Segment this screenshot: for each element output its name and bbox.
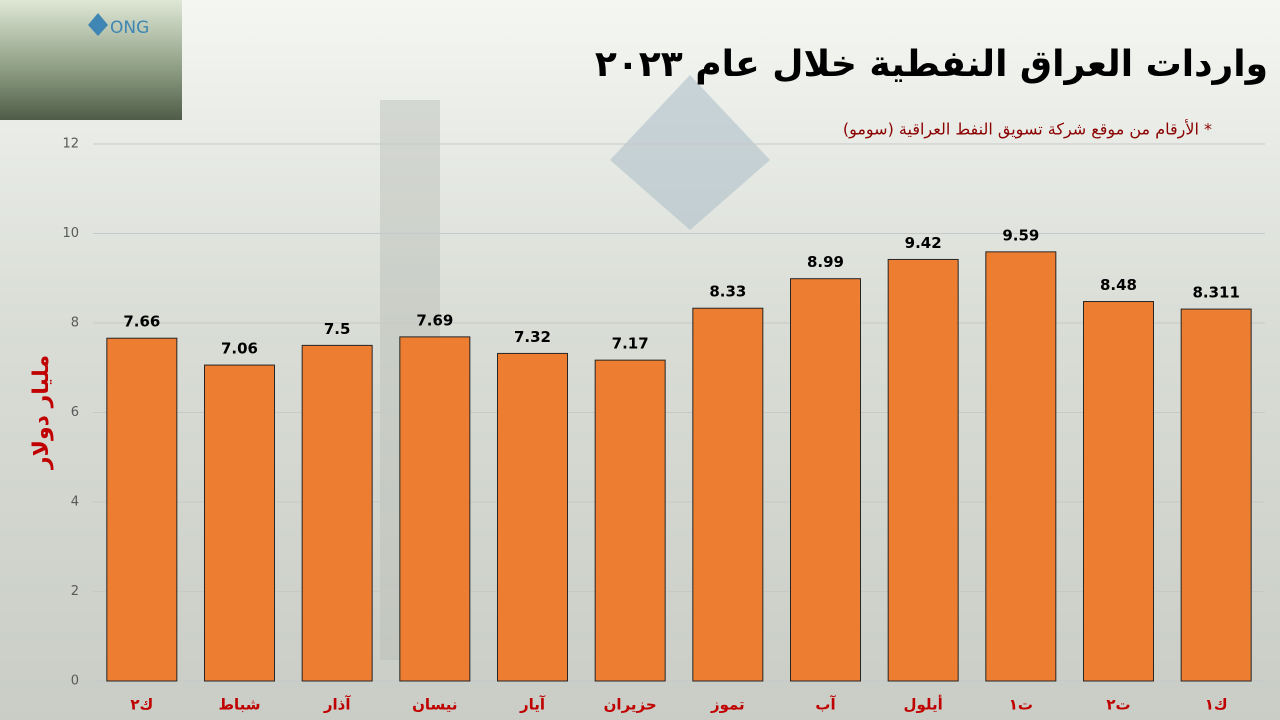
bar — [790, 278, 861, 682]
x-tick-label: تموز — [710, 696, 745, 714]
data-label: 8.99 — [807, 253, 844, 271]
bar — [1083, 301, 1154, 682]
bar — [497, 352, 568, 682]
data-label: 7.69 — [416, 311, 453, 329]
x-tick-label: نيسان — [412, 696, 457, 714]
logo-shape — [88, 13, 108, 36]
watermark-shape — [610, 75, 770, 230]
x-tick-label: حزيران — [604, 696, 657, 714]
y-tick-label: 10 — [62, 226, 79, 241]
bar — [692, 307, 764, 682]
bar — [301, 344, 373, 682]
x-tick-label: آيار — [519, 696, 546, 714]
data-label: 7.32 — [514, 328, 551, 346]
chart-subtitle: * الأرقام من موقع شركة تسويق النفط العرا… — [843, 119, 1212, 140]
data-label: 9.42 — [905, 234, 942, 252]
x-tick-label: ك٢ — [130, 696, 153, 714]
data-label: 7.66 — [123, 313, 160, 331]
bar — [399, 336, 471, 682]
data-label: 8.48 — [1100, 276, 1137, 294]
y-tick-label: 0 — [71, 674, 79, 689]
y-tick-label: 8 — [71, 316, 79, 331]
x-tick-label: أيلول — [904, 695, 943, 714]
data-label: 7.06 — [221, 340, 258, 358]
logo-box — [0, 0, 182, 120]
x-tick-label: ك١ — [1205, 696, 1228, 714]
x-tick-label: ت١ — [1009, 696, 1033, 714]
y-tick-label: 4 — [71, 495, 79, 510]
bar — [106, 337, 178, 682]
y-tick-label: 6 — [71, 405, 79, 420]
data-label: 8.311 — [1192, 284, 1239, 302]
x-tick-label: آذار — [323, 696, 351, 714]
bar — [1180, 308, 1252, 682]
data-label: 7.5 — [324, 320, 351, 338]
data-label: 8.33 — [709, 283, 746, 301]
bar — [985, 251, 1057, 682]
x-tick-label: ت٢ — [1106, 696, 1130, 714]
x-tick-label: شباط — [218, 696, 260, 714]
y-tick-label: 2 — [71, 584, 79, 599]
y-axis-label: مليار دولار — [29, 355, 54, 470]
data-label: 9.59 — [1002, 226, 1039, 244]
chart-title: واردات العراق النفطية خلال عام ٢٠٢٣ — [595, 44, 1268, 85]
x-tick-label: آب — [815, 696, 836, 714]
bar — [594, 359, 666, 682]
bar — [887, 258, 959, 682]
y-tick-label: 12 — [62, 137, 79, 152]
data-label: 7.17 — [612, 335, 649, 353]
logo-text: ONG — [110, 18, 149, 38]
bar — [204, 364, 275, 682]
